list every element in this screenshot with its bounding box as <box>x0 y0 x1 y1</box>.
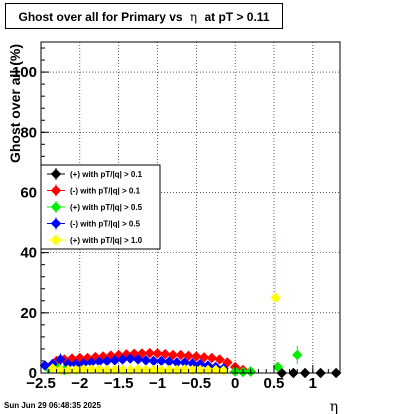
x-tick-label: 0.5 <box>264 375 285 392</box>
data-point <box>70 364 82 376</box>
data-point <box>214 354 225 365</box>
data-point <box>132 364 144 375</box>
data-point <box>160 348 171 360</box>
data-point <box>140 364 152 376</box>
data-point <box>94 364 105 375</box>
chart-title-box: Ghost over all for Primary vs η at pT > … <box>5 3 283 29</box>
legend-marker <box>50 201 62 213</box>
x-tick-label: 1 <box>309 375 317 392</box>
data-point <box>117 354 128 365</box>
legend-entry: (-) with pT/|q| > 0.5 <box>70 220 141 229</box>
data-point <box>206 352 218 364</box>
data-series-layer <box>39 231 342 379</box>
y-tick-label: 100 <box>12 64 37 81</box>
data-point <box>62 364 74 376</box>
chart-title-symbol: η <box>189 10 198 24</box>
data-point <box>202 364 214 376</box>
y-tick-label: 80 <box>20 124 37 141</box>
x-tick-label: −1.5 <box>104 375 134 392</box>
y-tick-label: 40 <box>20 245 37 262</box>
series-4 <box>47 231 281 376</box>
data-point <box>148 364 159 376</box>
legend-entry: (+) with pT/|q| > 1.0 <box>70 236 143 245</box>
chart-title-suffix: at pT > 0.11 <box>204 10 270 24</box>
data-point <box>198 352 210 363</box>
data-point <box>195 364 206 376</box>
data-point <box>125 353 136 364</box>
y-axis-title: Ghost over all (%) <box>7 44 23 163</box>
legend-entry: (+) with pT/|q| > 0.5 <box>70 203 143 212</box>
data-point <box>163 364 175 376</box>
data-point <box>86 364 97 375</box>
x-tick-label: −2.5 <box>26 375 56 392</box>
data-point <box>270 292 281 303</box>
x-tick-label: 0 <box>231 375 239 392</box>
x-tick-label: −0.5 <box>182 375 212 392</box>
legend-entry: (+) with pT/|q| > 0.1 <box>70 170 143 179</box>
y-tick-label: 0 <box>29 365 37 382</box>
y-tick-label: 20 <box>20 305 37 322</box>
data-point <box>167 349 179 361</box>
data-point <box>152 348 163 359</box>
data-point <box>292 349 303 361</box>
legend: (+) with pT/|q| > 0.1 (-) with pT/|q| > 0… <box>40 164 161 250</box>
data-point <box>183 350 194 362</box>
data-point <box>117 364 128 376</box>
x-tick-label: −1 <box>149 375 166 392</box>
legend-marker <box>50 234 62 246</box>
chart-title-prefix: Ghost over all for Primary vs <box>18 10 183 24</box>
data-point <box>179 364 190 375</box>
data-point <box>210 364 221 376</box>
data-point <box>132 354 144 365</box>
data-point <box>175 349 186 361</box>
legend-marker <box>50 185 62 196</box>
data-point <box>55 354 66 365</box>
data-point <box>156 364 167 376</box>
legend-marker <box>50 218 62 229</box>
data-point <box>78 364 89 375</box>
data-point <box>171 364 183 376</box>
legend-entry: (-) with pT/|q| > 0.1 <box>70 187 141 196</box>
axis-tick-labels: −2.5 −2 −1.5 −1 −0.5 0 0.5 1 0 20 40 60 80 100 <box>12 64 317 392</box>
y-tick-label: 60 <box>20 184 37 201</box>
data-point <box>191 351 202 362</box>
timestamp: Sun Jun 29 06:48:35 2025 <box>4 401 101 410</box>
data-point <box>144 347 155 359</box>
data-point <box>101 364 113 376</box>
legend-marker <box>50 168 62 180</box>
data-point <box>272 361 284 373</box>
data-point <box>55 364 66 376</box>
data-point <box>125 364 136 376</box>
x-axis-title: η <box>330 399 338 414</box>
data-point <box>109 364 120 376</box>
data-point <box>222 357 233 368</box>
data-point <box>136 348 148 359</box>
x-tick-label: −2 <box>71 375 88 392</box>
data-point <box>187 364 198 376</box>
